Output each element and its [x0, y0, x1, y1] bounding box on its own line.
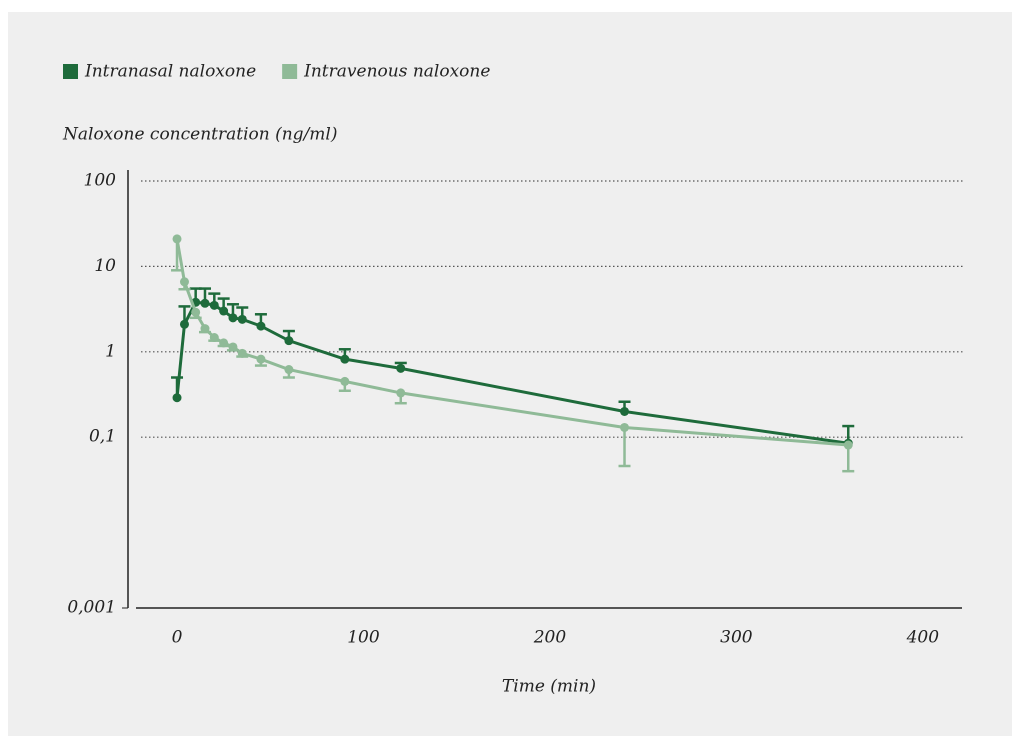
y-tick-label: 0,1 [89, 427, 116, 447]
data-point [219, 306, 229, 316]
legend-label: Intranasal naloxone [84, 62, 256, 82]
data-point [200, 298, 210, 308]
data-point [396, 388, 406, 398]
data-point [191, 307, 201, 317]
data-point [228, 313, 238, 323]
data-point [284, 365, 294, 375]
data-point [172, 234, 182, 244]
x-tick-label: 300 [720, 628, 753, 648]
data-point [256, 354, 266, 364]
data-point [228, 342, 238, 352]
data-point [340, 376, 350, 386]
data-point [179, 277, 189, 287]
x-tick-label: 200 [533, 628, 567, 648]
data-point [256, 321, 266, 331]
x-axis-label: Time (min) [502, 677, 596, 697]
data-point [340, 354, 350, 364]
data-point [219, 338, 229, 348]
x-tick-label: 400 [906, 628, 940, 648]
data-point [396, 363, 406, 373]
data-point [237, 314, 247, 324]
y-axis-label: Naloxone concentration (ng/ml) [62, 125, 337, 145]
data-point [843, 440, 853, 450]
y-tick-label: 0,001 [67, 598, 116, 618]
data-point [620, 422, 630, 432]
legend-swatch [63, 64, 78, 79]
data-point [200, 324, 210, 334]
x-tick-label: 0 [172, 628, 183, 648]
data-point [284, 336, 294, 346]
x-tick-label: 100 [347, 628, 380, 648]
legend-label: Intravenous naloxone [303, 62, 490, 82]
legend-swatch [282, 64, 298, 79]
y-tick-label: 1 [105, 341, 116, 361]
data-point [209, 300, 219, 310]
y-tick-label: 100 [84, 171, 117, 191]
data-point [179, 319, 189, 329]
data-point [209, 333, 219, 343]
data-point [620, 406, 630, 416]
data-point [172, 393, 182, 403]
data-point [237, 348, 247, 358]
y-tick-label: 10 [94, 256, 116, 276]
panel [8, 12, 1012, 736]
